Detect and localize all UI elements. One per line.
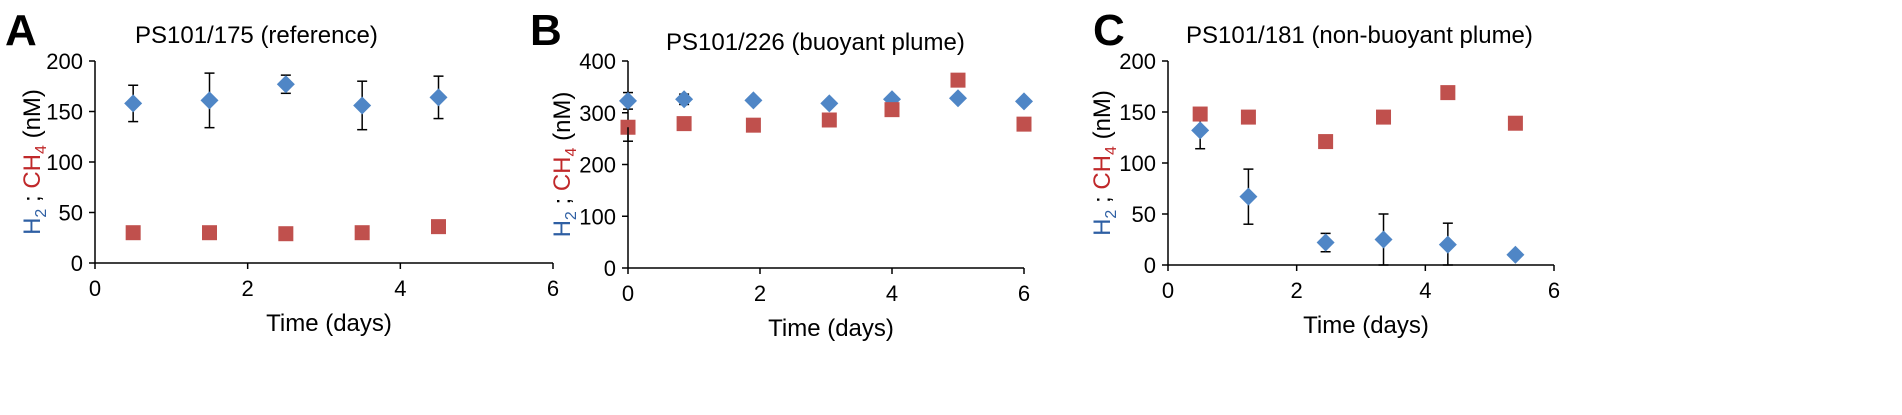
ch4-point xyxy=(1192,106,1208,122)
y-axis-label: H2 ; CH4 (nM) xyxy=(1089,90,1120,236)
y-axis-label: H2 ; CH4 (nM) xyxy=(19,89,50,235)
y-axis-label: H2 ; CH4 (nM) xyxy=(549,92,580,238)
chart-title: PS101/175 (reference) xyxy=(135,22,378,49)
x-tick-label: 0 xyxy=(622,281,634,306)
ch4-point xyxy=(745,117,761,133)
y-tick-label: 100 xyxy=(1119,151,1156,176)
ch4-point xyxy=(125,225,141,241)
ch4-point xyxy=(950,72,966,88)
y-tick-label: 200 xyxy=(579,153,616,178)
h2-point xyxy=(619,91,637,110)
y-tick-label: 200 xyxy=(1119,49,1156,74)
chart-title: PS101/181 (non-buoyant plume) xyxy=(1186,22,1533,49)
ch4-point xyxy=(1016,116,1032,132)
ch4-point xyxy=(620,119,636,135)
panel-a: A PS101/175 (reference) 0 50 100 150 200 0 2 4 6 Ti… xyxy=(5,6,559,337)
panel-c: C PS101/181 (non-buoyant plume) 0 50 100 150 2… xyxy=(1089,6,1560,339)
panel-letter: C xyxy=(1093,6,1125,55)
ch4-point xyxy=(884,102,900,118)
ch4-point xyxy=(821,112,837,128)
x-tick-label: 6 xyxy=(1018,281,1030,306)
x-tick-label: 6 xyxy=(1548,278,1560,303)
h2-point xyxy=(276,75,295,94)
ch4-point xyxy=(676,116,692,132)
y-tick-label: 400 xyxy=(579,49,616,74)
y-tick-label: 50 xyxy=(59,201,83,226)
ch4-point xyxy=(202,225,217,241)
chart-title: PS101/226 (buoyant plume) xyxy=(666,29,965,56)
panel-letter: B xyxy=(530,6,562,55)
y-tick-label: 0 xyxy=(1144,253,1156,278)
y-tick-label: 150 xyxy=(1119,100,1156,125)
h2-point xyxy=(124,94,143,113)
h2-point xyxy=(1191,121,1210,140)
ch4-point xyxy=(278,226,294,242)
h2-point xyxy=(200,91,219,110)
panel-b: B PS101/226 (buoyant plume) 0 100 200 300 400 0… xyxy=(530,6,1033,342)
x-tick-label: 2 xyxy=(754,281,766,306)
panel-letter: A xyxy=(5,6,37,55)
x-tick-label: 6 xyxy=(547,276,559,301)
ch4-point xyxy=(431,219,446,235)
ch4-point xyxy=(1240,109,1256,125)
x-tick-label: 0 xyxy=(89,276,101,301)
y-tick-label: 100 xyxy=(46,150,83,175)
y-tick-label: 0 xyxy=(71,251,83,276)
h2-point xyxy=(744,91,763,110)
h2-point xyxy=(1506,245,1525,264)
h2-point xyxy=(1374,230,1393,249)
x-axis-label: Time (days) xyxy=(768,315,894,342)
h2-point xyxy=(820,94,839,113)
y-tick-label: 100 xyxy=(579,204,616,229)
x-axis-label: Time (days) xyxy=(266,310,392,337)
h2-point xyxy=(1316,233,1335,252)
x-tick-label: 4 xyxy=(1419,278,1431,303)
y-tick-label: 150 xyxy=(46,100,83,125)
x-tick-label: 0 xyxy=(1162,278,1174,303)
h2-point xyxy=(1239,187,1258,206)
h2-point xyxy=(429,88,448,107)
y-tick-label: 300 xyxy=(579,101,616,126)
h2-point xyxy=(1015,92,1033,111)
ch4-point xyxy=(354,225,370,241)
h2-point xyxy=(949,89,967,108)
ch4-point xyxy=(1440,85,1456,101)
ch4-point xyxy=(1318,134,1334,150)
y-tick-label: 0 xyxy=(604,256,616,281)
ch4-point xyxy=(1376,109,1392,125)
h2-point xyxy=(353,96,372,115)
x-tick-label: 4 xyxy=(394,276,406,301)
h2-point xyxy=(675,90,694,109)
x-tick-label: 4 xyxy=(886,281,898,306)
x-tick-label: 2 xyxy=(242,276,254,301)
x-axis-label: Time (days) xyxy=(1303,312,1429,339)
h2-point xyxy=(1438,235,1457,254)
x-tick-label: 2 xyxy=(1291,278,1303,303)
y-tick-label: 50 xyxy=(1132,202,1156,227)
y-tick-label: 200 xyxy=(46,49,83,74)
ch4-point xyxy=(1507,115,1523,131)
